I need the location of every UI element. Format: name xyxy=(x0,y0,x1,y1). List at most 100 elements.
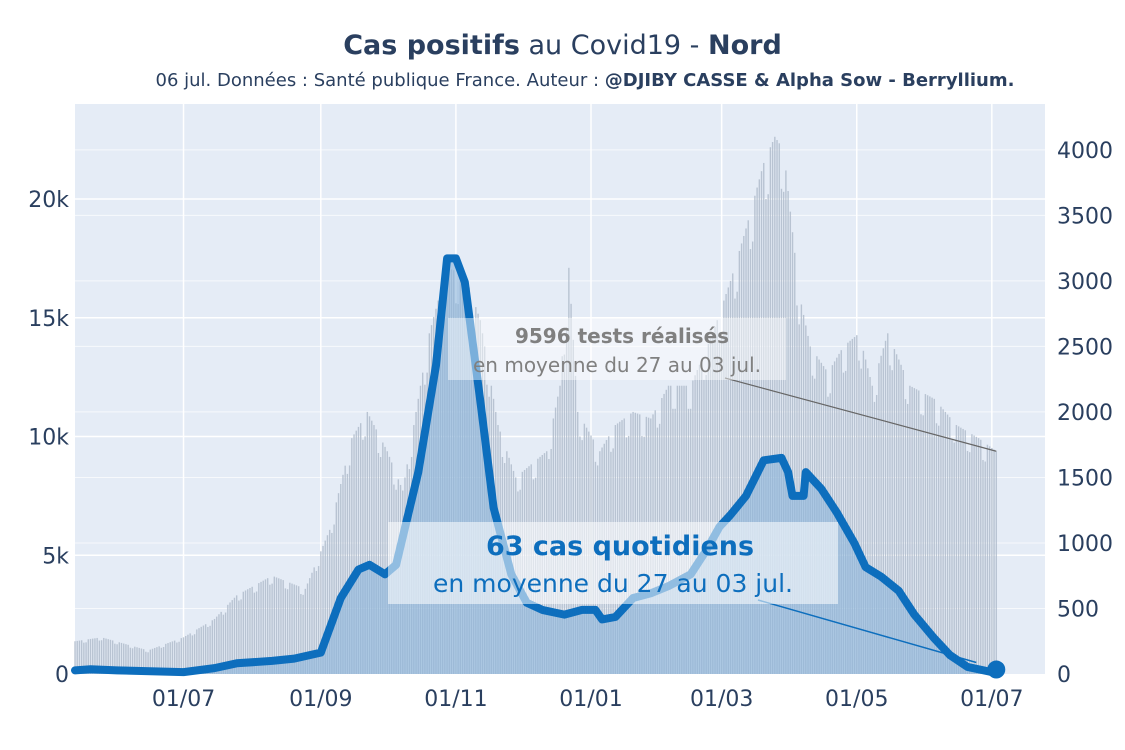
tests-bar xyxy=(260,581,262,674)
tests-bar xyxy=(209,625,211,674)
tests-bar xyxy=(280,579,282,674)
tests-bar xyxy=(182,637,185,674)
tests-bar xyxy=(103,637,105,674)
tests-bar xyxy=(251,586,253,674)
tests-bar xyxy=(860,368,862,674)
tests-bar xyxy=(302,594,304,674)
cases-annotation-box xyxy=(388,522,838,604)
tests-bar xyxy=(317,566,320,674)
tests-bar xyxy=(258,583,260,674)
tests-bar xyxy=(767,194,769,674)
tests-bar xyxy=(147,652,149,674)
tests-bar xyxy=(273,576,276,674)
tests-bar xyxy=(346,473,349,674)
tests-bar xyxy=(173,640,176,674)
tests-bar xyxy=(156,647,158,674)
tests-bar xyxy=(134,646,136,674)
tests-bar xyxy=(964,430,966,674)
x-tick-label: 01/11 xyxy=(424,687,487,712)
tests-bar xyxy=(714,326,716,674)
tests-bar xyxy=(282,580,284,674)
tests-bar xyxy=(935,423,938,674)
tests-bar xyxy=(80,640,83,674)
tests-bar xyxy=(727,287,730,674)
subtitle-source: 06 jul. Données : Santé publique France.… xyxy=(155,70,605,91)
tests-bar xyxy=(743,235,745,674)
tests-bar xyxy=(311,572,313,674)
y-left-tick-label: 10k xyxy=(28,426,69,451)
tests-bar xyxy=(993,449,995,674)
tests-bar xyxy=(971,434,973,674)
tests-annotation-box xyxy=(448,318,786,380)
tests-bar xyxy=(240,599,242,674)
tests-bar xyxy=(340,484,342,674)
tests-bar xyxy=(300,594,302,674)
tests-bar xyxy=(882,348,885,674)
tests-bar xyxy=(789,211,792,674)
tests-bar xyxy=(213,618,216,674)
tests-bar xyxy=(366,411,369,674)
tests-bar xyxy=(787,191,789,674)
tests-bar xyxy=(725,294,727,674)
tests-bar xyxy=(231,600,233,674)
tests-bar xyxy=(131,648,134,674)
tests-bar xyxy=(306,583,309,674)
tests-bar xyxy=(918,390,920,674)
tests-bar xyxy=(109,639,112,674)
tests-bar xyxy=(940,406,942,674)
tests-annotation-title: 9596 tests réalisés xyxy=(515,324,729,348)
tests-bar xyxy=(160,647,163,674)
tests-bar xyxy=(716,320,718,674)
tests-bar xyxy=(891,370,893,674)
tests-bar xyxy=(561,356,563,674)
tests-bar xyxy=(902,370,904,674)
tests-bar xyxy=(165,643,167,674)
tests-bar xyxy=(780,188,783,675)
x-tick-label: 01/03 xyxy=(690,687,753,712)
tests-bar xyxy=(745,228,747,674)
tests-bar xyxy=(297,586,300,674)
tests-bar xyxy=(751,241,754,674)
tests-bar xyxy=(893,349,896,674)
tests-bar xyxy=(933,398,935,674)
tests-bar xyxy=(218,614,220,674)
tests-bar xyxy=(94,638,96,674)
y-left-tick-label: 5k xyxy=(42,544,69,569)
tests-bar xyxy=(878,363,880,674)
tests-bar xyxy=(309,578,311,674)
tests-bar xyxy=(740,243,743,674)
y-right-tick-label: 2000 xyxy=(1057,401,1113,426)
tests-bar xyxy=(701,359,703,674)
y-right-tick-label: 3000 xyxy=(1057,270,1113,295)
tests-bar xyxy=(884,340,887,674)
tests-bar xyxy=(957,426,960,674)
tests-bar xyxy=(778,143,780,674)
tests-bar xyxy=(158,646,160,674)
tests-bar xyxy=(364,436,366,674)
tests-bar xyxy=(858,360,860,674)
tests-bar xyxy=(116,644,118,674)
tests-bar xyxy=(949,417,951,674)
tests-bar xyxy=(900,364,902,674)
tests-bar xyxy=(982,460,984,674)
tests-bar xyxy=(275,577,278,674)
tests-bar xyxy=(709,338,712,674)
tests-bar xyxy=(244,590,247,674)
tests-bar xyxy=(913,388,916,674)
tests-bar xyxy=(96,637,98,674)
tests-bar xyxy=(211,620,214,674)
tests-bar xyxy=(915,389,918,674)
tests-bar xyxy=(995,451,997,674)
tests-bar xyxy=(955,425,958,674)
tests-bar xyxy=(937,425,940,674)
cases-end-marker xyxy=(987,660,1006,679)
title-part-2: au Covid19 - xyxy=(519,30,708,61)
x-tick-label: 01/07 xyxy=(152,687,215,712)
tests-bar xyxy=(875,395,878,674)
tests-bar xyxy=(178,641,180,674)
tests-bar xyxy=(969,452,971,674)
tests-bar xyxy=(924,394,927,674)
tests-bar xyxy=(760,171,763,675)
tests-bar xyxy=(304,588,307,674)
tests-bar xyxy=(140,648,143,674)
